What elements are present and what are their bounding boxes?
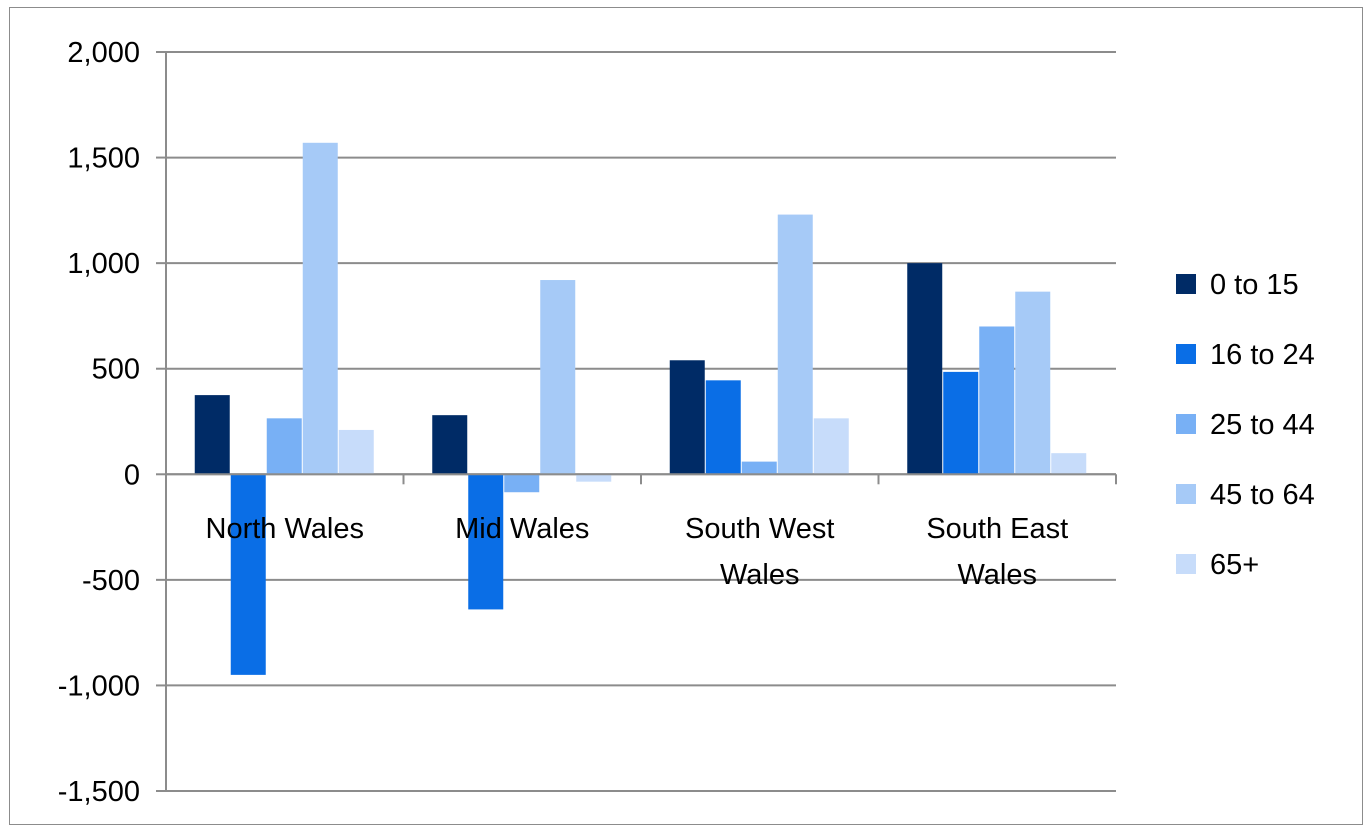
x-axis-category-labels: North Wales Mid Wales South West Wales South… [206, 513, 1069, 591]
x-category-label: South East [926, 513, 1068, 545]
x-category-label: Wales [720, 559, 800, 591]
bar [1015, 291, 1051, 475]
y-tick-label: -1,000 [58, 670, 140, 702]
bar [777, 214, 813, 475]
bar [979, 326, 1015, 475]
bar [302, 142, 338, 475]
legend-swatch [1176, 554, 1196, 574]
bar [468, 474, 504, 610]
y-tick-label: -1,500 [58, 776, 140, 808]
legend-label: 16 to 24 [1210, 339, 1315, 371]
legend-swatch [1176, 414, 1196, 434]
legend-label: 25 to 44 [1210, 409, 1315, 441]
bar [705, 380, 741, 475]
legend-swatch [1176, 344, 1196, 364]
legend-label: 65+ [1210, 549, 1259, 581]
bars [194, 142, 1087, 675]
x-category-label: Wales [958, 559, 1038, 591]
x-category-label: North Wales [206, 513, 364, 545]
bar [741, 461, 777, 475]
bar [230, 474, 266, 675]
bar [338, 429, 374, 475]
legend-label: 0 to 15 [1210, 269, 1299, 301]
bar [266, 418, 302, 475]
axes [156, 51, 1117, 792]
bar [576, 474, 612, 482]
y-tick-label: 1,500 [67, 143, 140, 175]
x-category-label: South West [685, 513, 834, 545]
x-category-label: Mid Wales [455, 513, 589, 545]
y-tick-label: 500 [92, 354, 140, 386]
legend-swatch [1176, 484, 1196, 504]
bar [194, 395, 230, 475]
legend-label: 45 to 64 [1210, 479, 1315, 511]
bar [504, 474, 540, 493]
y-tick-label: 2,000 [67, 37, 140, 69]
y-tick-label: -500 [82, 565, 140, 597]
bar [540, 280, 576, 475]
y-axis-tick-labels: 2,000 1,500 1,000 500 0 -500 -1,000 -1,500 [58, 37, 140, 808]
bar [943, 371, 979, 475]
y-tick-label: 0 [124, 459, 140, 491]
y-tick-label: 1,000 [67, 248, 140, 280]
legend: 0 to 15 16 to 24 25 to 44 45 to 64 65+ [1176, 269, 1315, 581]
legend-swatch [1176, 274, 1196, 294]
bar [907, 263, 943, 475]
bar [432, 415, 468, 475]
bar [1051, 453, 1087, 475]
bar [813, 418, 849, 475]
bar [669, 360, 705, 475]
